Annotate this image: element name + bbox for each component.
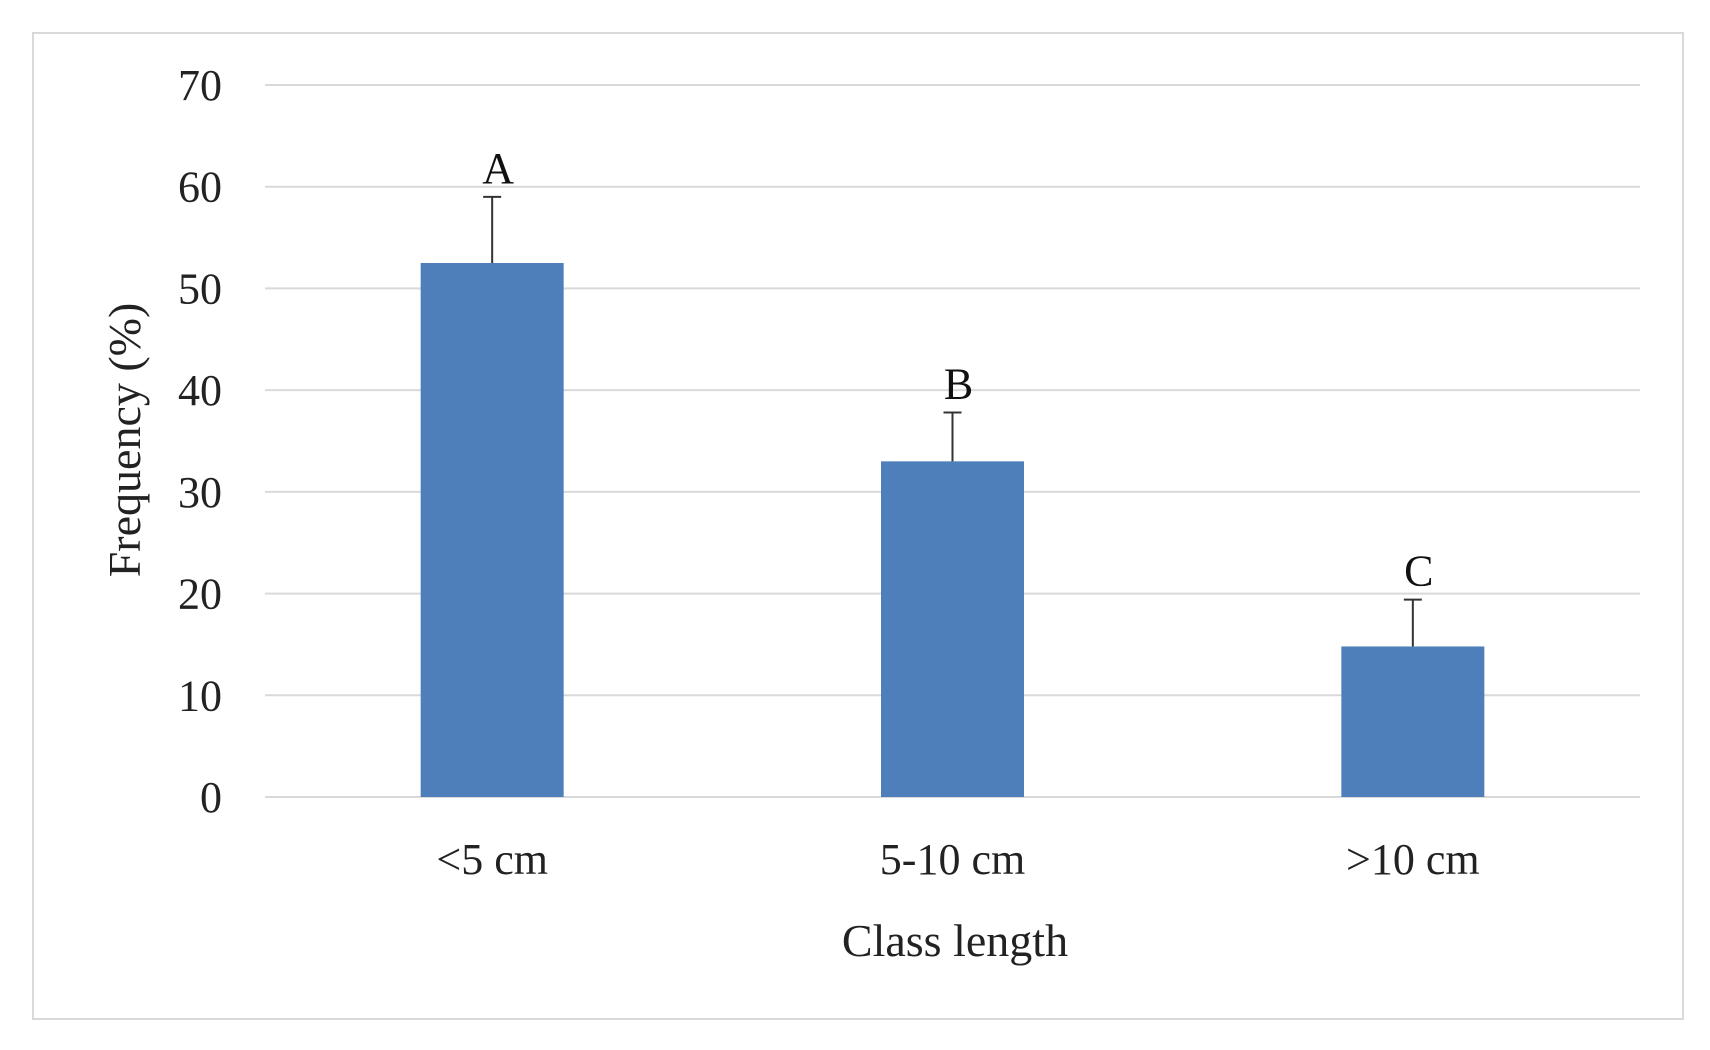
x-tick-label-1: <5 cm xyxy=(436,835,548,884)
y-tick-label-10: 10 xyxy=(178,671,222,720)
significance-label-3: C xyxy=(1404,547,1433,596)
bars xyxy=(420,263,1485,797)
y-axis-title: Frequency (%) xyxy=(99,303,150,578)
y-tick-label-70: 70 xyxy=(178,61,222,110)
bar-1 xyxy=(420,263,564,797)
y-tick-label-0: 0 xyxy=(200,773,222,822)
significance-label-1: A xyxy=(482,144,514,193)
y-tick-label-20: 20 xyxy=(178,570,222,619)
y-tick-label-30: 30 xyxy=(178,468,222,517)
bar-2 xyxy=(881,461,1024,797)
bar-3 xyxy=(1341,646,1485,797)
chart-frame xyxy=(32,32,1684,1020)
x-axis-title: Class length xyxy=(842,915,1068,966)
significance-label-2: B xyxy=(944,360,973,409)
y-tick-label-60: 60 xyxy=(178,163,222,212)
x-tick-label-2: 5-10 cm xyxy=(880,835,1025,884)
significance-labels: A B C xyxy=(482,144,1433,596)
y-tick-label-50: 50 xyxy=(178,264,222,313)
x-tick-label-3: >10 cm xyxy=(1346,835,1480,884)
y-tick-label-40: 40 xyxy=(178,366,222,415)
x-axis-ticks: <5 cm 5-10 cm >10 cm xyxy=(436,835,1479,884)
y-axis-ticks: 0 10 20 30 40 50 60 70 xyxy=(178,61,222,822)
error-bars xyxy=(483,195,1422,647)
